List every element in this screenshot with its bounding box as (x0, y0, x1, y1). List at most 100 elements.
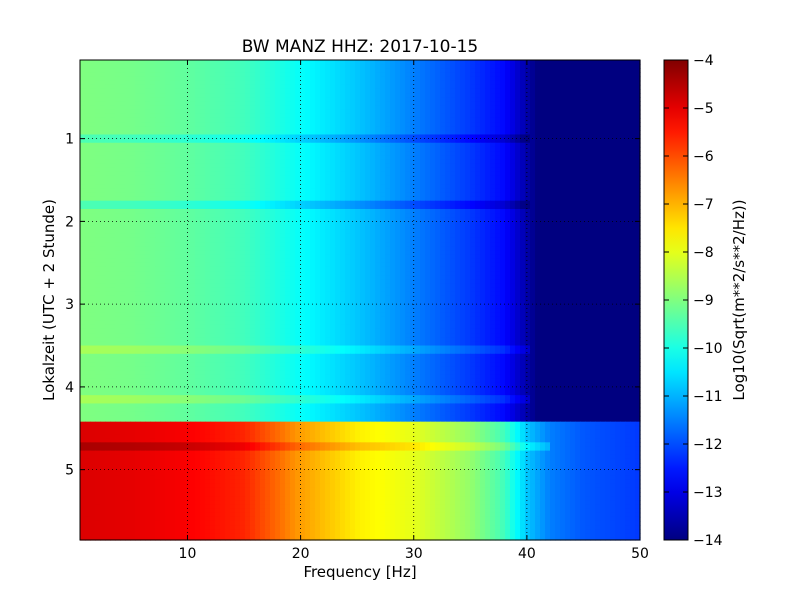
heatmap-cell (570, 163, 576, 169)
heatmap-cell (375, 200, 381, 206)
heatmap-cell (415, 142, 421, 148)
heatmap-cell (420, 64, 426, 69)
heatmap-cell (225, 225, 231, 231)
heatmap-cell (415, 130, 421, 136)
heatmap-cell (285, 242, 291, 247)
heatmap-cell (395, 84, 401, 90)
heatmap-cell (545, 72, 551, 78)
heatmap-cell (585, 204, 591, 210)
heatmap-cell (245, 237, 251, 243)
heatmap-cell (180, 130, 186, 136)
heatmap-cell (460, 134, 466, 140)
heatmap-cell (235, 134, 241, 140)
heatmap-cell (100, 146, 106, 152)
heatmap-cell (540, 221, 546, 227)
heatmap-cell (175, 60, 181, 65)
heatmap-cell (630, 167, 636, 173)
heatmap-cell (270, 233, 276, 239)
heatmap-cell (545, 97, 551, 102)
heatmap-cell (545, 159, 551, 165)
heatmap-cell (320, 155, 326, 160)
heatmap-cell (620, 221, 626, 227)
heatmap-cell (105, 105, 111, 111)
heatmap-cell (410, 97, 416, 102)
heatmap-cell (620, 101, 626, 107)
heatmap-cell (575, 109, 581, 115)
heatmap-cell (605, 113, 611, 119)
heatmap-cell (250, 146, 256, 152)
heatmap-cell (165, 93, 171, 98)
heatmap-cell (140, 117, 146, 123)
heatmap-cell (620, 105, 626, 111)
heatmap-cell (480, 188, 486, 194)
heatmap-cell (180, 101, 186, 107)
heatmap-cell (525, 151, 531, 156)
heatmap-cell (200, 188, 206, 194)
heatmap-cell (355, 93, 361, 98)
heatmap-cell (480, 93, 486, 98)
heatmap-cell (80, 221, 86, 227)
heatmap-cell (385, 233, 391, 239)
heatmap-cell (560, 188, 566, 194)
heatmap-cell (320, 233, 326, 239)
heatmap-cell (470, 138, 476, 144)
heatmap-cell (300, 88, 306, 94)
heatmap-cell (110, 109, 116, 115)
heatmap-cell (360, 242, 366, 247)
heatmap-cell (160, 196, 166, 202)
heatmap-cell (165, 134, 171, 140)
heatmap-cell (350, 134, 356, 140)
heatmap-cell (135, 80, 141, 86)
heatmap-cell (635, 208, 641, 214)
heatmap-cell (285, 155, 291, 160)
heatmap-cell (355, 113, 361, 119)
heatmap-cell (275, 101, 281, 107)
heatmap-cell (295, 142, 301, 148)
heatmap-cell (415, 109, 421, 115)
heatmap-cell (490, 97, 496, 102)
heatmap-cell (140, 80, 146, 86)
heatmap-cell (85, 204, 91, 210)
heatmap-cell (425, 213, 431, 218)
heatmap-cell (380, 113, 386, 119)
heatmap-cell (190, 68, 196, 74)
heatmap-cell (175, 117, 181, 123)
heatmap-cell (555, 192, 561, 198)
heatmap-cell (80, 80, 86, 86)
heatmap-cell (90, 134, 96, 140)
heatmap-cell (130, 184, 136, 189)
heatmap-cell (510, 167, 516, 173)
heatmap-cell (540, 151, 546, 156)
heatmap-cell (465, 208, 471, 214)
heatmap-cell (365, 146, 371, 152)
heatmap-cell (485, 204, 491, 210)
heatmap-cell (520, 204, 526, 210)
heatmap-cell (490, 175, 496, 181)
heatmap-cell (165, 60, 171, 65)
heatmap-cell (570, 126, 576, 131)
heatmap-cell (275, 60, 281, 65)
heatmap-cell (355, 80, 361, 86)
heatmap-cell (370, 84, 376, 90)
heatmap-cell (585, 84, 591, 90)
heatmap-cell (605, 93, 611, 98)
heatmap-cell (365, 142, 371, 148)
heatmap-cell (610, 237, 616, 243)
heatmap-cell (390, 208, 396, 214)
heatmap-cell (355, 72, 361, 78)
heatmap-cell (500, 76, 506, 82)
heatmap-cell (375, 122, 381, 127)
heatmap-cell (485, 171, 491, 177)
heatmap-cell (415, 213, 421, 218)
heatmap-cell (270, 171, 276, 177)
heatmap-cell (180, 105, 186, 111)
heatmap-cell (180, 126, 186, 131)
heatmap-cell (295, 171, 301, 177)
heatmap-cell (630, 109, 636, 115)
heatmap-cell (305, 204, 311, 210)
heatmap-cell (245, 159, 251, 165)
heatmap-cell (190, 229, 196, 235)
heatmap-cell (135, 180, 141, 185)
heatmap-cell (145, 180, 151, 185)
heatmap-cell (315, 184, 321, 189)
